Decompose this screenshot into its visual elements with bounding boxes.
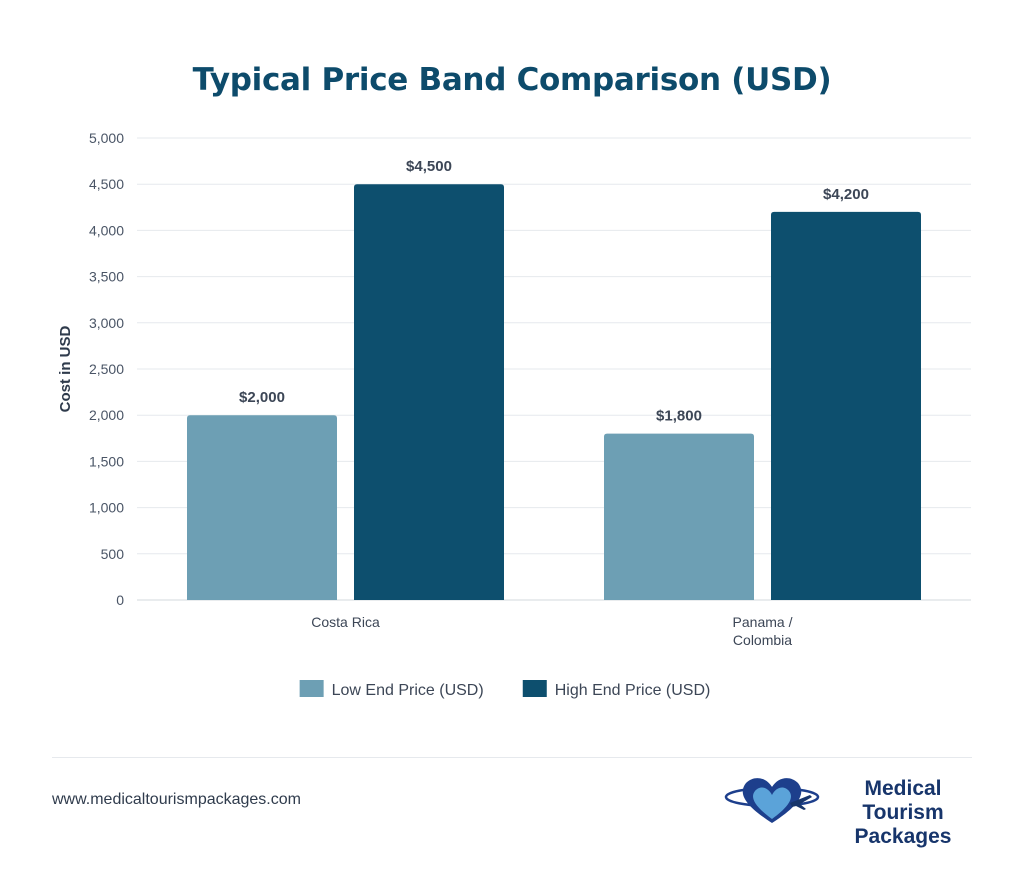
chart-title: Typical Price Band Comparison (USD): [192, 62, 832, 98]
bar-value-label: $2,000: [239, 389, 285, 406]
y-tick-label: 0: [116, 592, 124, 608]
y-tick-label: 4,500: [89, 176, 124, 192]
y-tick-label: 2,000: [89, 407, 124, 423]
y-tick-label: 1,000: [89, 500, 124, 516]
legend-label: Low End Price (USD): [332, 682, 484, 699]
y-tick-label: 2,500: [89, 361, 124, 377]
legend-swatch: [299, 680, 324, 697]
y-tick-label: 3,500: [89, 269, 124, 285]
y-tick-label: 3,000: [89, 315, 124, 331]
brand-logo: Medical Tourism Packages: [724, 773, 984, 848]
bar: [354, 184, 504, 600]
bar-value-label: $4,200: [823, 186, 869, 203]
legend-swatch: [522, 680, 547, 697]
legend-label: High End Price (USD): [555, 682, 711, 699]
x-tick-label: Panama /: [733, 614, 793, 630]
bar: [771, 211, 921, 601]
x-tick-label: Costa Rica: [311, 614, 380, 630]
y-tick-label: 4,000: [89, 222, 124, 238]
bar-chart: 0 500 1,000 1,500 2,000 2,500 3,000 3,500 4,000 4…: [57, 130, 971, 699]
x-tick-label: Colombia: [733, 632, 792, 648]
y-tick-label: 500: [101, 546, 125, 562]
y-axis-title: Cost in USD: [57, 326, 74, 413]
y-tick-label: 5,000: [89, 130, 124, 146]
bar-value-label: $4,500: [406, 158, 452, 175]
y-tick-label: 1,500: [89, 453, 124, 469]
footer-divider: [52, 757, 972, 758]
bar: [604, 433, 754, 600]
heart-plane-icon: [724, 778, 820, 823]
logo-line-2: Packages: [854, 825, 952, 848]
logo-text: Medical Tourism Packages: [822, 777, 984, 849]
bar: [187, 415, 337, 600]
logo-line-1: Medical Tourism: [862, 777, 944, 824]
footer-website-link[interactable]: www.medicaltourismpackages.com: [52, 791, 301, 808]
bar-value-label: $1,800: [656, 408, 702, 425]
